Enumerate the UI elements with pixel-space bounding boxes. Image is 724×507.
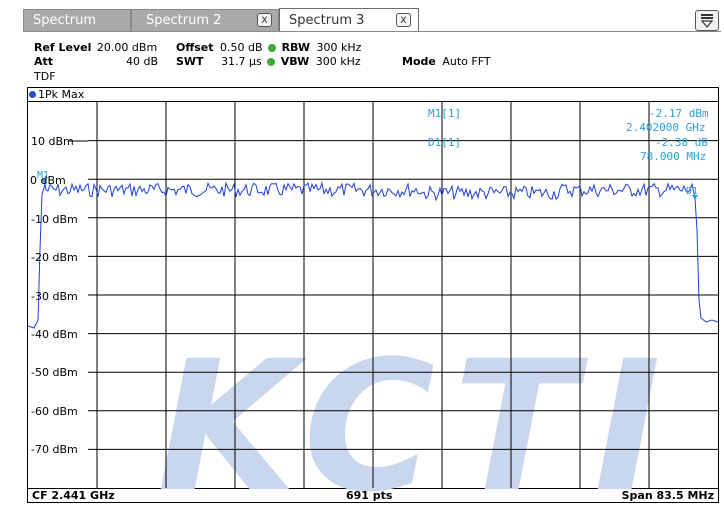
mode-value: Auto FFT xyxy=(442,55,491,68)
rbw-label: RBW xyxy=(281,41,310,54)
vbw-value: 300 kHz xyxy=(315,55,361,68)
att-label: Att xyxy=(34,55,54,68)
close-tab-icon[interactable]: X xyxy=(396,13,411,27)
tdf-label: TDF xyxy=(34,70,56,83)
tab-label: Spectrum 3 xyxy=(289,13,365,28)
trace-line xyxy=(27,181,719,329)
y-label-neg30: -30 dBm xyxy=(31,290,78,303)
offset-setting: Offset 0.50 dB RBW 300 kHz xyxy=(176,41,361,54)
tab-spectrum[interactable]: Spectrum xyxy=(23,9,131,31)
tab-label: Spectrum xyxy=(33,13,96,28)
close-tab-icon[interactable]: X xyxy=(257,13,272,27)
marker-m1-icon xyxy=(41,179,47,184)
y-label-10: 10 dBm xyxy=(31,135,74,148)
d1-level: -2.38 dB xyxy=(655,136,708,149)
m1-label: M1[1] xyxy=(428,107,462,120)
att-value-wrap: 40 dB xyxy=(126,55,158,68)
mode-setting: Mode Auto FFT xyxy=(402,55,491,68)
att-setting: Att xyxy=(34,55,53,68)
tdf-setting: TDF xyxy=(34,70,56,83)
trace-display[interactable] xyxy=(27,87,719,489)
grid xyxy=(68,102,718,488)
m1-level: -2.17 dBm xyxy=(649,107,709,120)
center-frequency: CF 2.441 GHz xyxy=(32,489,115,502)
swt-label: SWT xyxy=(176,55,204,68)
tab-label: Spectrum 2 xyxy=(146,13,222,28)
tab-underline xyxy=(23,31,721,32)
ref-level-value: 20.00 dBm xyxy=(96,41,158,54)
y-label-neg50: -50 dBm xyxy=(31,366,78,379)
trace-label: 1Pk Max xyxy=(38,88,85,101)
tab-spectrum-3[interactable]: Spectrum 3 X xyxy=(279,8,419,32)
d1-label: D1[1] xyxy=(428,136,462,149)
swt-setting: SWT 31.7 µs VBW 300 kHz xyxy=(176,55,361,68)
y-label-0: 0 dBm xyxy=(30,174,66,187)
tab-spectrum-2[interactable]: Spectrum 2 X xyxy=(131,9,279,31)
vbw-coupled-indicator-icon xyxy=(267,58,276,66)
m1-tag: M1 xyxy=(37,170,49,181)
mode-label: Mode xyxy=(402,55,436,68)
y-label-neg20: -20 dBm xyxy=(31,251,78,264)
d1-frequency: 78.000 MHz xyxy=(640,150,707,163)
y-label-neg70: -70 dBm xyxy=(31,443,78,456)
marker-d1-icon xyxy=(692,195,698,200)
watermark: KCTI xyxy=(157,323,679,507)
ref-level-label: Ref Level xyxy=(34,41,92,54)
trace-indicator-icon xyxy=(29,91,36,98)
vbw-label: VBW xyxy=(280,55,310,68)
sweep-points: 691 pts xyxy=(346,489,393,502)
settings-row-1: Ref Level 20.00 dBm xyxy=(34,41,157,54)
m1-frequency: 2.402000 GHz xyxy=(626,121,706,134)
marker-d1[interactable] xyxy=(692,195,698,200)
span-value: Span 83.5 MHz xyxy=(621,489,714,502)
rbw-coupled-indicator-icon xyxy=(268,44,277,52)
att-value: 40 dB xyxy=(126,55,159,68)
d1-tag: D1 xyxy=(686,186,698,197)
y-label-neg10: -10 dBm xyxy=(31,213,78,226)
swt-value: 31.7 µs xyxy=(221,55,262,68)
y-label-neg60: -60 dBm xyxy=(31,405,78,418)
dropdown-menu-icon xyxy=(700,14,714,28)
y-label-neg40: -40 dBm xyxy=(31,328,78,341)
marker-m1[interactable] xyxy=(41,179,47,184)
menu-dropdown-button[interactable] xyxy=(695,10,719,31)
offset-value: 0.50 dB xyxy=(220,41,263,54)
offset-label: Offset xyxy=(176,41,214,54)
status-footer: CF 2.441 GHz 691 pts Span 83.5 MHz xyxy=(27,489,719,503)
rbw-value: 300 kHz xyxy=(316,41,362,54)
trace-header: 1Pk Max xyxy=(28,88,718,102)
